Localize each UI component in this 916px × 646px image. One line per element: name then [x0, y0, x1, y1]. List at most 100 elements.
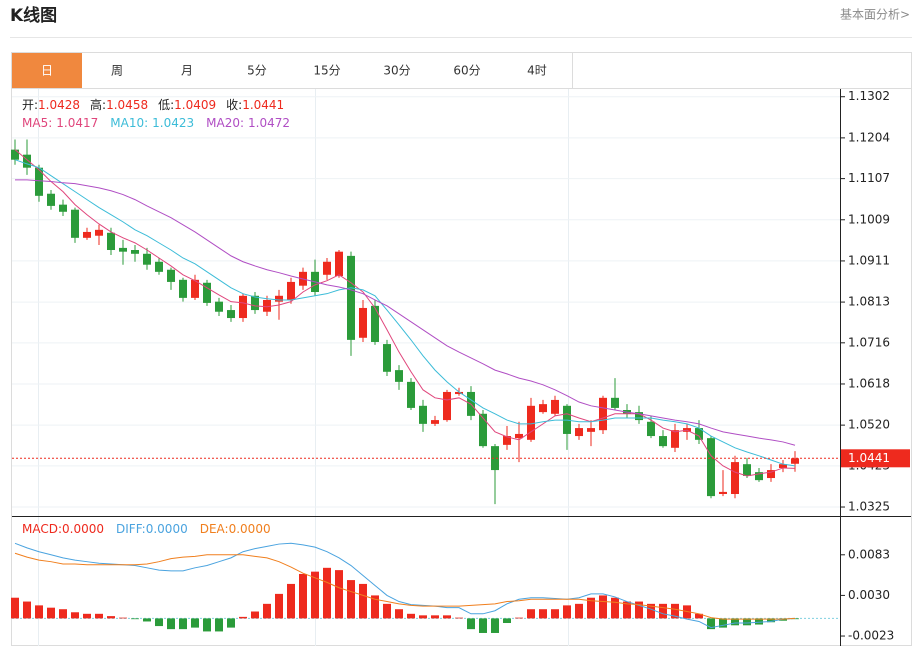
macd-bar	[743, 618, 751, 626]
macd-bar	[155, 618, 163, 627]
macd-bar	[167, 618, 175, 630]
tab-label[interactable]: 30分	[383, 64, 410, 78]
macd-bar	[395, 609, 403, 619]
candle-body	[659, 436, 667, 447]
y-tick-label: 1.0325	[848, 500, 890, 514]
macd-bar	[11, 597, 19, 619]
tab-bg[interactable]	[502, 53, 572, 88]
candle-body	[227, 310, 235, 319]
candle-body	[779, 464, 787, 468]
readout-label: 低:	[158, 98, 174, 112]
candle-body	[635, 412, 643, 421]
y-tick-label: 0.0030	[848, 588, 890, 602]
candle-body	[503, 436, 511, 445]
macd-bar	[767, 618, 775, 623]
candle-body	[95, 229, 103, 236]
tab[interactable]: 5分	[222, 53, 293, 88]
tab[interactable]: 日	[12, 53, 83, 88]
candle-body	[551, 399, 559, 414]
readout-value: 1.0428	[38, 98, 80, 112]
candle-body	[371, 305, 379, 342]
tab-bg[interactable]	[152, 53, 222, 88]
macd-bar	[371, 595, 379, 619]
legend-value: 1.0472	[248, 116, 290, 130]
tab-bg[interactable]	[432, 53, 502, 88]
tab[interactable]: 4时	[502, 53, 573, 88]
tab[interactable]: 30分	[362, 53, 433, 88]
readout-label: 高:	[90, 97, 106, 112]
macd-bar	[335, 570, 343, 619]
candle-body	[155, 261, 163, 272]
y-tick-label: 1.0911	[848, 253, 890, 267]
y-tick-label: 1.0813	[848, 295, 890, 309]
macd-bar	[419, 615, 427, 619]
macd-bar	[671, 603, 679, 619]
tab-label[interactable]: 15分	[313, 64, 340, 78]
candle-body	[719, 491, 727, 495]
tab-bg[interactable]	[82, 53, 152, 88]
tab-bg[interactable]	[362, 53, 432, 88]
macd-bar	[299, 573, 307, 619]
candle-body	[11, 149, 19, 160]
macd-bar	[695, 613, 703, 619]
macd-bar	[263, 603, 271, 619]
macd-bar	[323, 567, 331, 619]
candle-body	[335, 251, 343, 277]
tab[interactable]: 月	[152, 53, 223, 88]
candle-body	[443, 391, 451, 421]
macd-bar	[119, 617, 127, 619]
y-tick-label: -0.0023	[848, 629, 894, 643]
candle-body	[695, 428, 703, 440]
candle-body	[419, 405, 427, 424]
macd-bar	[251, 611, 259, 619]
legend-name: DEA:	[200, 522, 229, 536]
tab-bg[interactable]	[292, 53, 362, 88]
tab-bg[interactable]	[12, 53, 82, 88]
candle-body	[23, 154, 31, 168]
macd-line	[14, 552, 796, 620]
tab-label[interactable]: 日	[41, 64, 53, 78]
tab-bg[interactable]	[222, 53, 292, 88]
candle-body	[35, 167, 43, 196]
candle-body	[239, 295, 247, 319]
candle-body	[599, 397, 607, 431]
macd-bar	[503, 618, 511, 624]
tab-label[interactable]: 4时	[527, 64, 547, 78]
macd-bar	[347, 580, 355, 619]
tab-label[interactable]: 5分	[247, 64, 267, 78]
macd-bar	[491, 618, 499, 633]
candle-body	[275, 295, 283, 302]
macd-bar	[575, 603, 583, 619]
macd-bar	[431, 615, 439, 619]
macd-bar	[143, 618, 151, 622]
macd-bar	[443, 615, 451, 619]
macd-bar	[227, 618, 235, 628]
y-tick-label: 1.0716	[848, 335, 890, 349]
macd-bar	[311, 571, 319, 619]
legend-value: 0.0000	[62, 522, 104, 536]
fundamental-link[interactable]: 基本面分析>	[840, 8, 910, 22]
readout-label: 收:	[226, 98, 242, 112]
macd-bar	[719, 618, 727, 628]
candle-body	[323, 261, 331, 275]
tab[interactable]: 周	[82, 53, 153, 88]
candle-body	[731, 462, 739, 495]
candle-body	[395, 370, 403, 382]
tab-label[interactable]: 60分	[453, 64, 480, 78]
tab-label[interactable]: 月	[181, 64, 193, 78]
candle-body	[347, 255, 355, 340]
candle-body	[215, 301, 223, 312]
macd-bar	[47, 607, 55, 619]
macd-bar	[95, 613, 103, 619]
tab-label[interactable]: 周	[111, 64, 123, 78]
tab[interactable]: 15分	[292, 53, 363, 88]
macd-bar	[599, 595, 607, 619]
candle-body	[791, 458, 799, 464]
page-title: K线图	[10, 5, 57, 26]
readout-value: 1.0409	[174, 98, 216, 112]
tab[interactable]: 60分	[432, 53, 503, 88]
macd-bar	[539, 609, 547, 619]
candle-body	[515, 433, 523, 439]
